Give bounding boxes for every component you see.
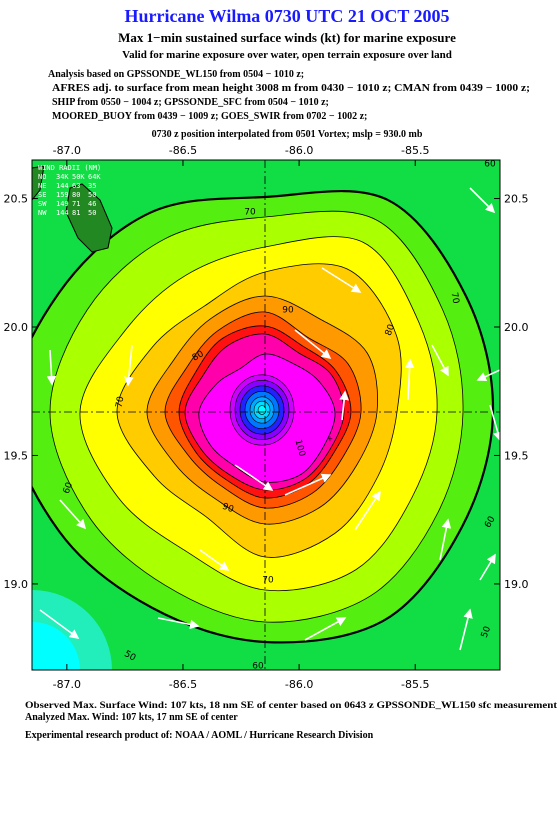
- footer-line: Observed Max. Surface Wind: 107 kts, 18 …: [25, 701, 558, 711]
- plot-frame: [31, 159, 501, 671]
- y-tick-label: 19.0: [504, 578, 529, 591]
- radii-header: 34K: [56, 173, 69, 181]
- max-wind-marker: +: [327, 434, 333, 445]
- radii-cell: 71: [72, 200, 80, 208]
- land: [65, 183, 113, 253]
- wind-vector: [339, 390, 349, 421]
- wind-vector: [476, 369, 500, 382]
- wind-vector: [404, 358, 415, 401]
- radii-cell: SE: [38, 191, 46, 199]
- y-tick-label: 20.0: [504, 321, 529, 334]
- radii-cell: NW: [38, 209, 47, 217]
- y-tick-label: 20.0: [4, 321, 29, 334]
- x-tick-label: -86.0: [285, 144, 313, 157]
- wind-vector: [321, 267, 362, 293]
- radii-cell: 144: [56, 182, 69, 190]
- land: [32, 165, 45, 201]
- y-tick-label: 19.5: [504, 449, 529, 462]
- x-tick-label: -86.5: [169, 144, 197, 157]
- wind-vector: [294, 329, 332, 359]
- wind-vector: [199, 549, 230, 571]
- y-tick-label: 20.5: [504, 193, 529, 206]
- radii-cell: 35: [88, 182, 96, 190]
- x-tick-label: -85.5: [401, 144, 429, 157]
- wind-vector: [46, 349, 57, 386]
- x-tick-label: -86.5: [169, 678, 197, 691]
- wind-vector: [304, 617, 347, 641]
- contour-label: 60: [252, 662, 264, 672]
- radii-header: 64K: [88, 173, 101, 181]
- wind-vector: [354, 490, 381, 531]
- wind-vector: [59, 499, 87, 530]
- contour-label: 70: [244, 208, 256, 218]
- contour-label: 100: [292, 439, 306, 458]
- contour-label: 60: [62, 481, 75, 495]
- contour-label: 70: [115, 395, 127, 408]
- radii-cell: 81: [72, 209, 80, 217]
- radii-cell: NE: [38, 182, 46, 190]
- x-tick-label: -87.0: [53, 144, 81, 157]
- radii-cell: 50: [88, 209, 96, 217]
- wind-vector: [489, 404, 500, 442]
- wind-vector: [469, 187, 496, 214]
- wind-vector: [284, 473, 332, 496]
- y-tick-label: 19.0: [4, 578, 29, 591]
- x-tick-label: -87.0: [53, 678, 81, 691]
- cool-zone: [32, 622, 80, 670]
- title: Hurricane Wilma 0730 UTC 21 OCT 2005: [124, 6, 449, 26]
- footer-line: Experimental research product of: NOAA /…: [25, 730, 374, 741]
- analysis-line: AFRES adj. to surface from mean height 3…: [52, 83, 530, 94]
- contour-label: 90: [221, 502, 235, 515]
- wind-vector: [234, 464, 274, 491]
- contour-label: 90: [282, 306, 294, 316]
- radii-cell: 63: [72, 182, 80, 190]
- radii-cell: 144: [56, 209, 69, 217]
- wind-vector: [479, 553, 496, 581]
- wind-vector: [439, 518, 452, 561]
- wind-vector: [431, 344, 449, 377]
- contour-label: 70: [262, 576, 274, 586]
- wind-vector: [459, 608, 473, 651]
- wind-vector: [157, 617, 200, 630]
- analysis-line: SHIP from 0550 − 1004 z; GPSSONDE_SFC fr…: [52, 97, 329, 108]
- y-tick-label: 19.5: [4, 449, 29, 462]
- y-tick-label: 20.5: [4, 193, 29, 206]
- footer-line: Analyzed Max. Wind: 107 kts, 17 nm SE of…: [25, 712, 238, 723]
- x-tick-label: -86.0: [285, 678, 313, 691]
- radii-cell: SW: [38, 200, 47, 208]
- note: Valid for marine exposure over water, op…: [122, 49, 452, 61]
- subtitle: Max 1−min sustained surface winds (kt) f…: [118, 30, 456, 45]
- radii-header: 50K: [72, 173, 85, 181]
- wind-vector: [39, 609, 80, 639]
- radii-header: NO: [38, 173, 46, 181]
- contour-label: 60: [484, 160, 496, 170]
- contour-label: 80: [384, 323, 397, 337]
- x-tick-label: -85.5: [401, 678, 429, 691]
- radii-cell: 46: [88, 200, 96, 208]
- radii-cell: 80: [72, 191, 80, 199]
- radii-cell: 159: [56, 191, 69, 199]
- analysis-line: MOORED_BUOY from 0439 − 1009 z; GOES_SWI…: [52, 111, 367, 122]
- contour-label: 50: [480, 625, 493, 639]
- contour-label: 70: [449, 292, 461, 305]
- analysis-line: Analysis based on GPSSONDE_WL150 from 05…: [48, 69, 304, 80]
- wind-vector: [124, 344, 134, 387]
- radii-cell: 50: [88, 191, 96, 199]
- radii-title: WIND RADII (NM): [38, 164, 101, 172]
- position-note: 0730 z position interpolated from 0501 V…: [152, 129, 423, 140]
- radii-cell: 149: [56, 200, 69, 208]
